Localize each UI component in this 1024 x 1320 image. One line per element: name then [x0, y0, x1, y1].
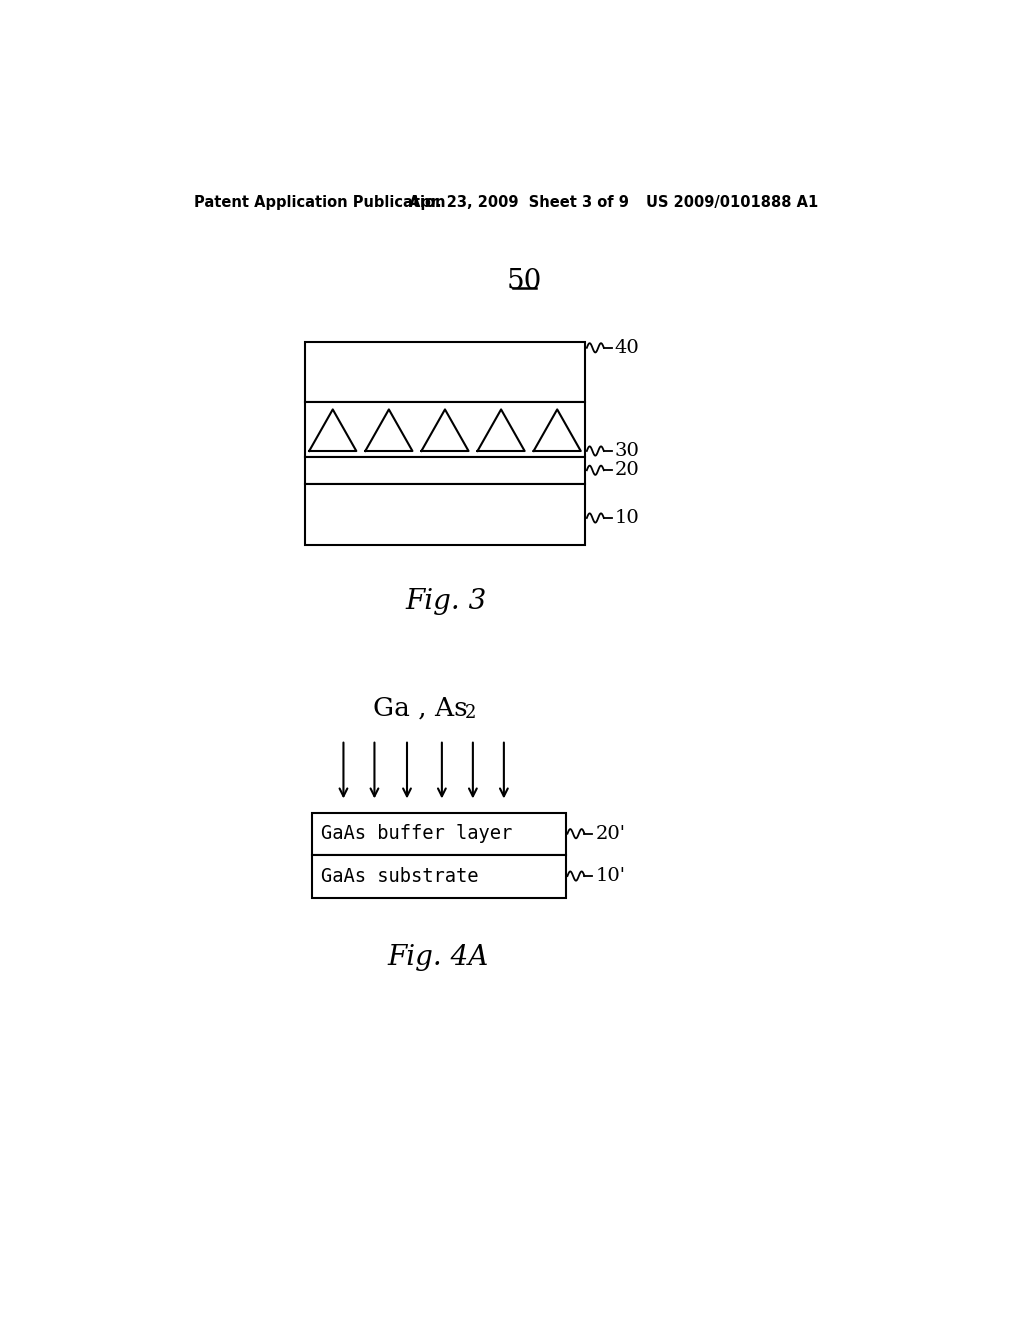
Text: 40: 40	[614, 339, 639, 356]
Text: Ga , As: Ga , As	[373, 696, 468, 721]
Text: 2: 2	[464, 704, 476, 722]
Text: Fig. 4A: Fig. 4A	[387, 944, 488, 970]
Text: 20: 20	[614, 461, 639, 479]
Text: GaAs substrate: GaAs substrate	[321, 866, 478, 886]
Text: 20': 20'	[595, 825, 626, 842]
Text: Apr. 23, 2009  Sheet 3 of 9: Apr. 23, 2009 Sheet 3 of 9	[409, 195, 629, 210]
Text: 50: 50	[507, 268, 543, 294]
Bar	[305, 484, 586, 545]
Bar	[311, 855, 566, 898]
Text: 10: 10	[614, 510, 639, 527]
Text: GaAs buffer layer: GaAs buffer layer	[321, 824, 512, 843]
Bar	[305, 457, 586, 484]
Bar	[305, 401, 586, 457]
Text: Fig. 3: Fig. 3	[406, 589, 486, 615]
Text: 10': 10'	[595, 867, 626, 884]
Text: US 2009/0101888 A1: US 2009/0101888 A1	[646, 195, 818, 210]
Bar	[305, 342, 586, 401]
Bar	[311, 813, 566, 855]
Text: 30: 30	[614, 442, 640, 459]
Text: Patent Application Publication: Patent Application Publication	[194, 195, 445, 210]
